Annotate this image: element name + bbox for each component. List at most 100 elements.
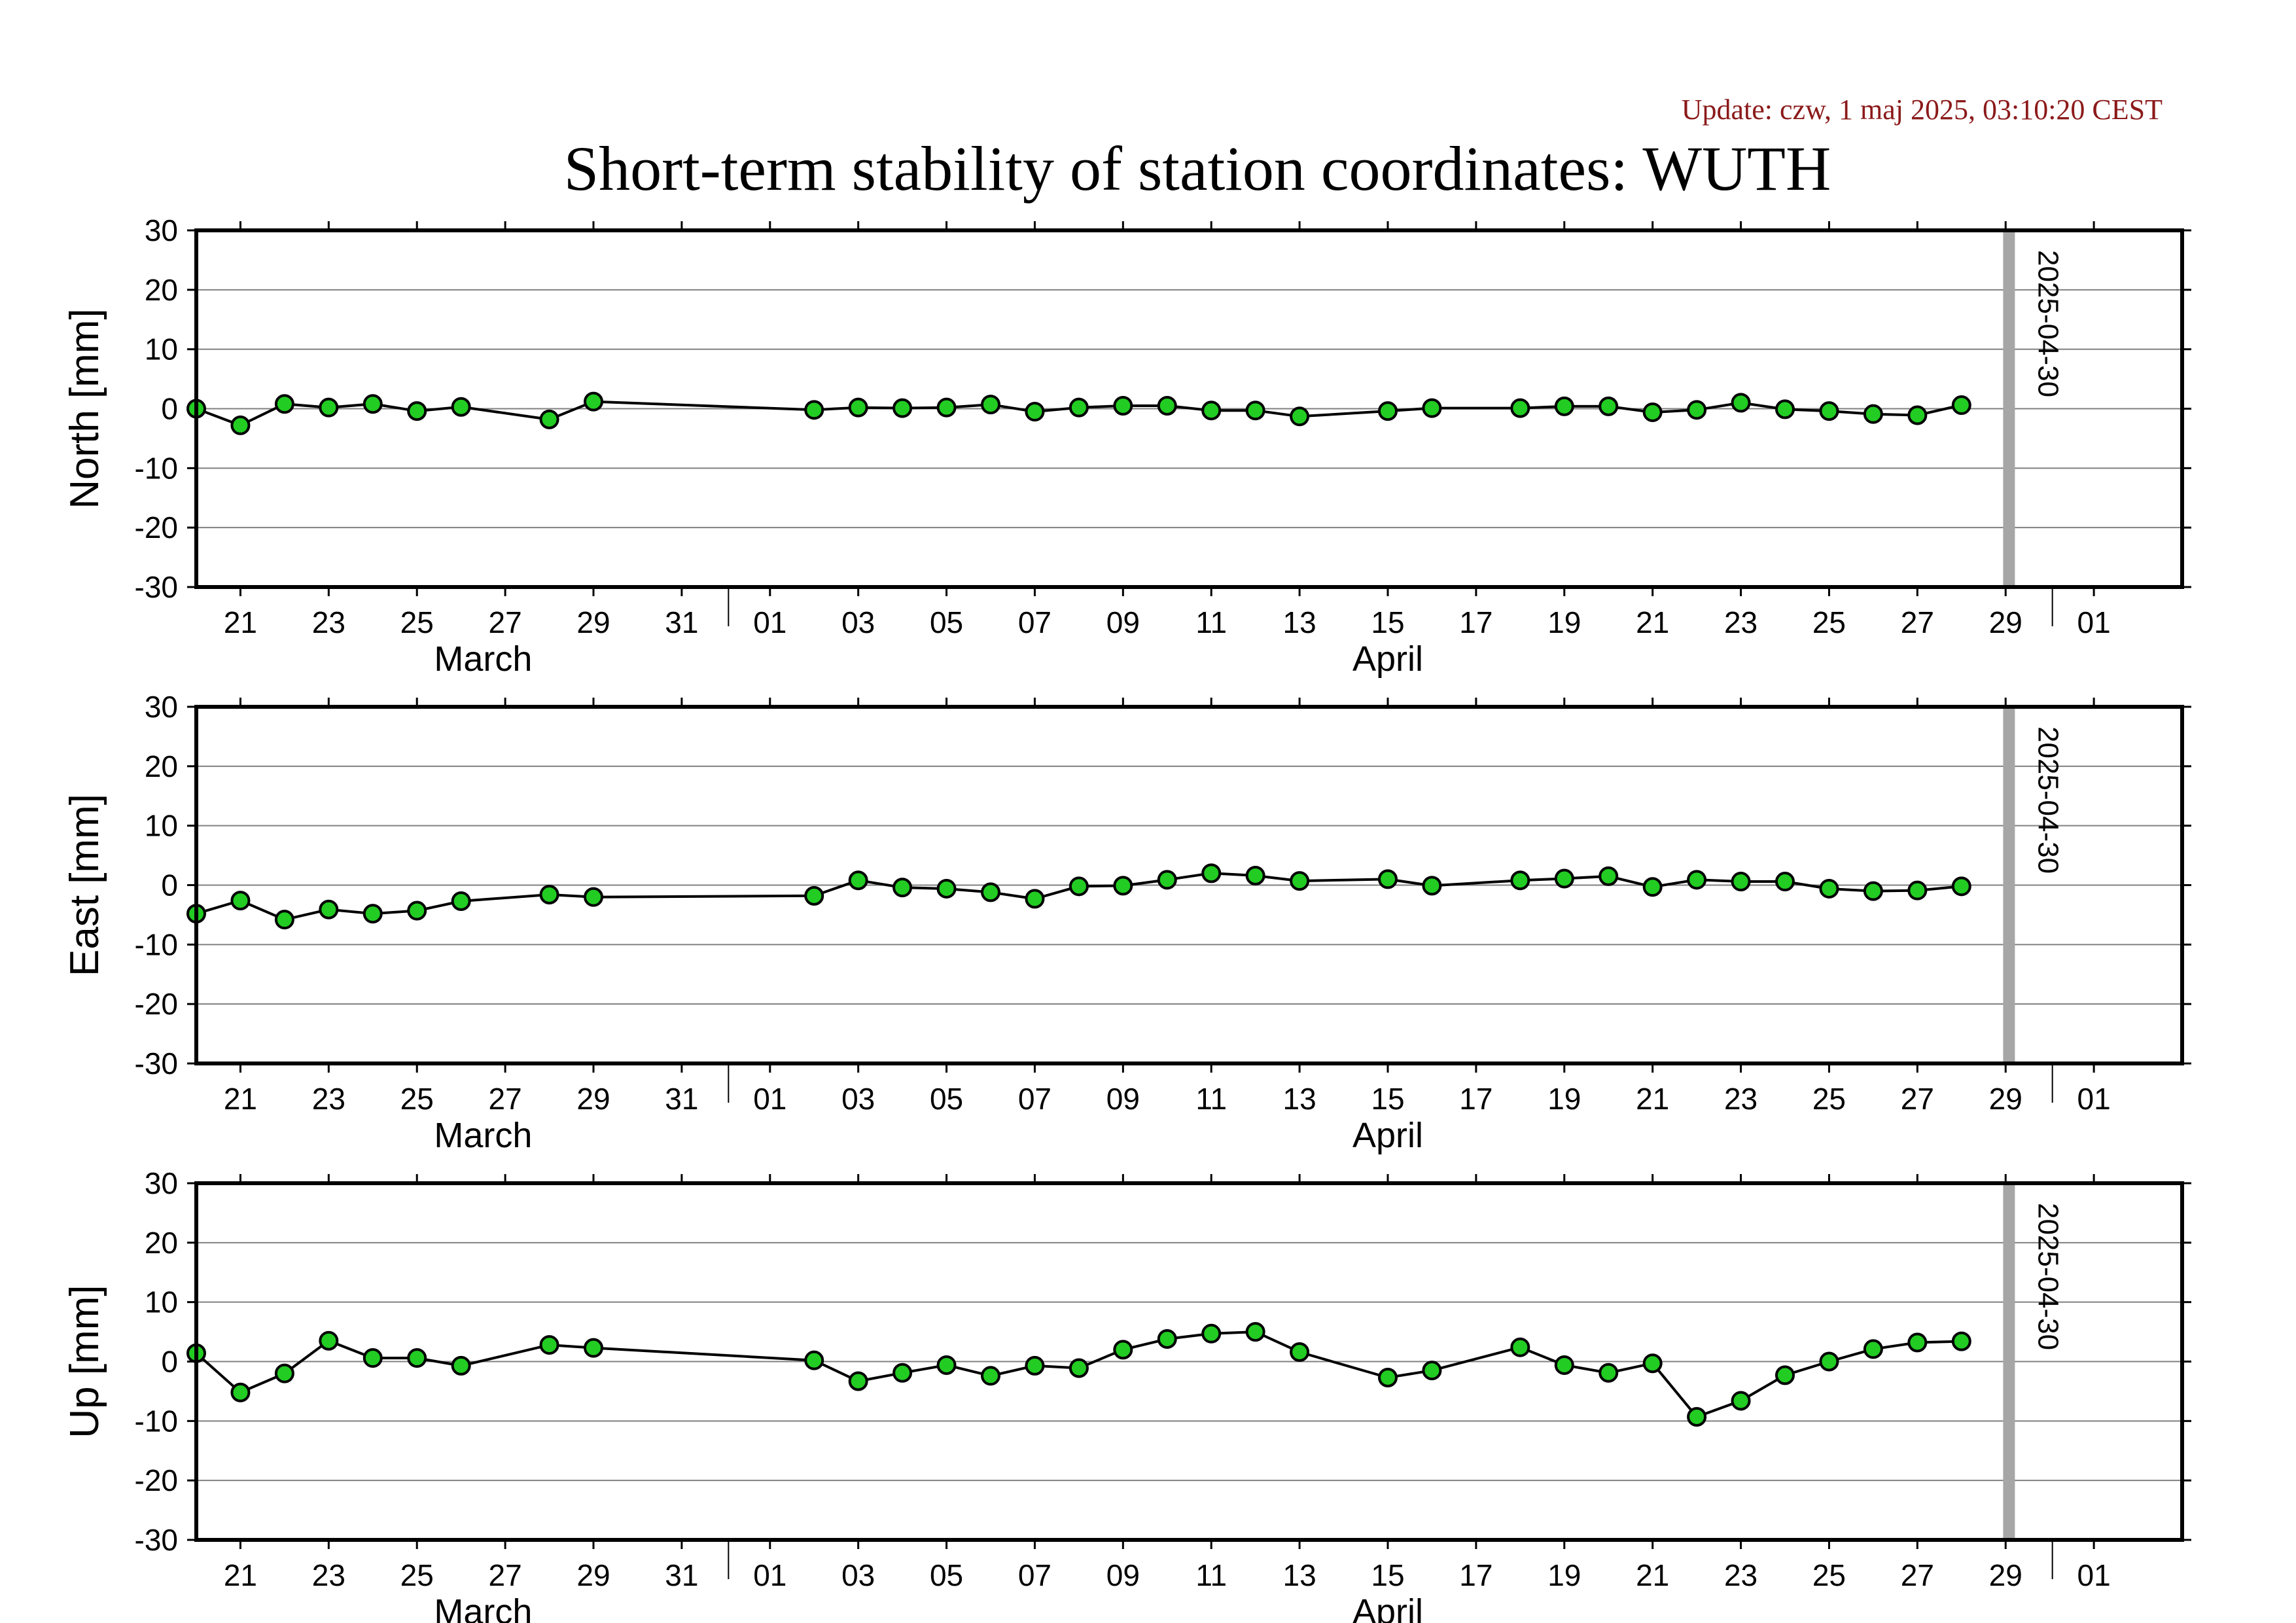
data-point bbox=[1025, 402, 1045, 422]
data-point bbox=[1775, 399, 1795, 419]
data-point bbox=[1245, 865, 1265, 885]
data-point bbox=[1819, 878, 1839, 899]
data-point bbox=[1775, 872, 1795, 892]
data-point bbox=[1775, 1365, 1795, 1385]
y-tick-label: 20 bbox=[145, 273, 178, 307]
x-month-label: April bbox=[1352, 639, 1423, 679]
x-tick-label: 29 bbox=[1989, 605, 2022, 639]
x-tick-label: 15 bbox=[1371, 605, 1404, 639]
data-point bbox=[1687, 1406, 1707, 1427]
data-point bbox=[892, 398, 913, 418]
data-point bbox=[274, 1363, 294, 1383]
data-point bbox=[1069, 397, 1089, 418]
data-point bbox=[230, 415, 251, 435]
plot-frame bbox=[194, 705, 2184, 1065]
x-tick-label: 17 bbox=[1459, 605, 1492, 639]
data-point bbox=[1951, 876, 1971, 897]
data-point bbox=[1819, 1351, 1839, 1372]
y-tick-label: -10 bbox=[135, 1404, 178, 1438]
x-tick-label: 25 bbox=[400, 1082, 434, 1116]
y-tick-label: 30 bbox=[145, 690, 178, 724]
x-tick-label: 21 bbox=[1636, 1558, 1669, 1592]
data-point bbox=[407, 401, 427, 421]
x-tick-label: 27 bbox=[489, 1082, 522, 1116]
data-point bbox=[319, 899, 339, 919]
x-tick-label: 23 bbox=[312, 1082, 345, 1116]
x-tick-label: 29 bbox=[576, 1082, 610, 1116]
x-tick-label: 23 bbox=[312, 605, 345, 639]
data-point bbox=[1290, 871, 1310, 891]
data-point bbox=[362, 904, 383, 924]
x-month-label: April bbox=[1352, 1116, 1423, 1155]
data-point bbox=[1554, 1355, 1574, 1375]
x-tick-label: 07 bbox=[1018, 1082, 1051, 1116]
x-tick-label: 07 bbox=[1018, 1558, 1051, 1592]
data-point bbox=[584, 1338, 603, 1358]
x-tick-label: 23 bbox=[1724, 605, 1757, 639]
y-tick-label: -10 bbox=[135, 927, 178, 961]
x-tick-label: 29 bbox=[1989, 1082, 2022, 1116]
data-point bbox=[274, 394, 294, 414]
y-tick-label: -20 bbox=[135, 1463, 178, 1497]
y-tick-label: -30 bbox=[135, 1523, 178, 1557]
x-tick-label: 01 bbox=[2077, 605, 2111, 639]
data-point bbox=[1201, 401, 1222, 421]
data-point bbox=[539, 409, 559, 429]
x-tick-label: 11 bbox=[1195, 1082, 1227, 1116]
chart-title: Short-term stability of station coordina… bbox=[564, 134, 1831, 204]
x-tick-label: 05 bbox=[930, 1082, 963, 1116]
x-tick-label: 29 bbox=[576, 605, 610, 639]
x-month-label: March bbox=[434, 1592, 532, 1623]
data-point bbox=[1422, 1361, 1442, 1381]
x-tick-label: 27 bbox=[1901, 1558, 1934, 1592]
x-tick-label: 21 bbox=[1636, 1082, 1669, 1116]
data-point bbox=[1731, 872, 1751, 892]
data-point bbox=[1113, 1340, 1133, 1360]
x-tick-label: 25 bbox=[1812, 605, 1846, 639]
data-point bbox=[1598, 1363, 1619, 1383]
x-tick-label: 21 bbox=[224, 1082, 257, 1116]
data-point bbox=[1157, 395, 1177, 416]
x-tick-label: 13 bbox=[1283, 1558, 1316, 1592]
data-point bbox=[981, 395, 1000, 415]
data-point bbox=[1201, 863, 1222, 883]
y-tick-label: 10 bbox=[145, 1285, 178, 1319]
x-tick-label: 19 bbox=[1547, 1082, 1581, 1116]
update-timestamp: Update: czw, 1 maj 2025, 03:10:20 CEST bbox=[1682, 94, 2163, 126]
y-tick-label: -30 bbox=[135, 570, 178, 604]
data-point bbox=[804, 885, 824, 906]
x-tick-label: 03 bbox=[841, 605, 875, 639]
x-tick-label: 31 bbox=[665, 1082, 698, 1116]
data-point bbox=[362, 1348, 383, 1368]
data-point bbox=[848, 397, 868, 418]
data-point bbox=[1907, 1332, 1928, 1353]
x-tick-label: 25 bbox=[1812, 1082, 1846, 1116]
data-point bbox=[1907, 405, 1928, 425]
x-tick-label: 21 bbox=[224, 605, 257, 639]
data-point bbox=[1642, 402, 1663, 422]
data-point bbox=[539, 1335, 559, 1355]
y-tick-label: 0 bbox=[161, 868, 178, 902]
x-tick-label: 11 bbox=[1195, 1558, 1227, 1592]
data-point bbox=[1025, 1355, 1045, 1376]
x-tick-label: 03 bbox=[841, 1082, 875, 1116]
data-point bbox=[1863, 881, 1883, 901]
x-tick-label: 23 bbox=[1724, 1082, 1757, 1116]
x-tick-label: 01 bbox=[753, 605, 786, 639]
data-point bbox=[1113, 876, 1133, 896]
x-tick-label: 17 bbox=[1459, 1558, 1492, 1592]
data-point bbox=[1422, 398, 1442, 418]
data-point bbox=[1378, 401, 1398, 421]
data-point bbox=[1069, 1358, 1089, 1378]
x-tick-label: 27 bbox=[489, 605, 522, 639]
data-point bbox=[892, 878, 913, 898]
x-tick-label: 19 bbox=[1547, 1558, 1581, 1592]
x-tick-label: 03 bbox=[841, 1558, 875, 1592]
data-point bbox=[451, 397, 471, 417]
data-point bbox=[1510, 870, 1530, 891]
data-point bbox=[1245, 401, 1265, 421]
data-point bbox=[936, 1355, 957, 1375]
